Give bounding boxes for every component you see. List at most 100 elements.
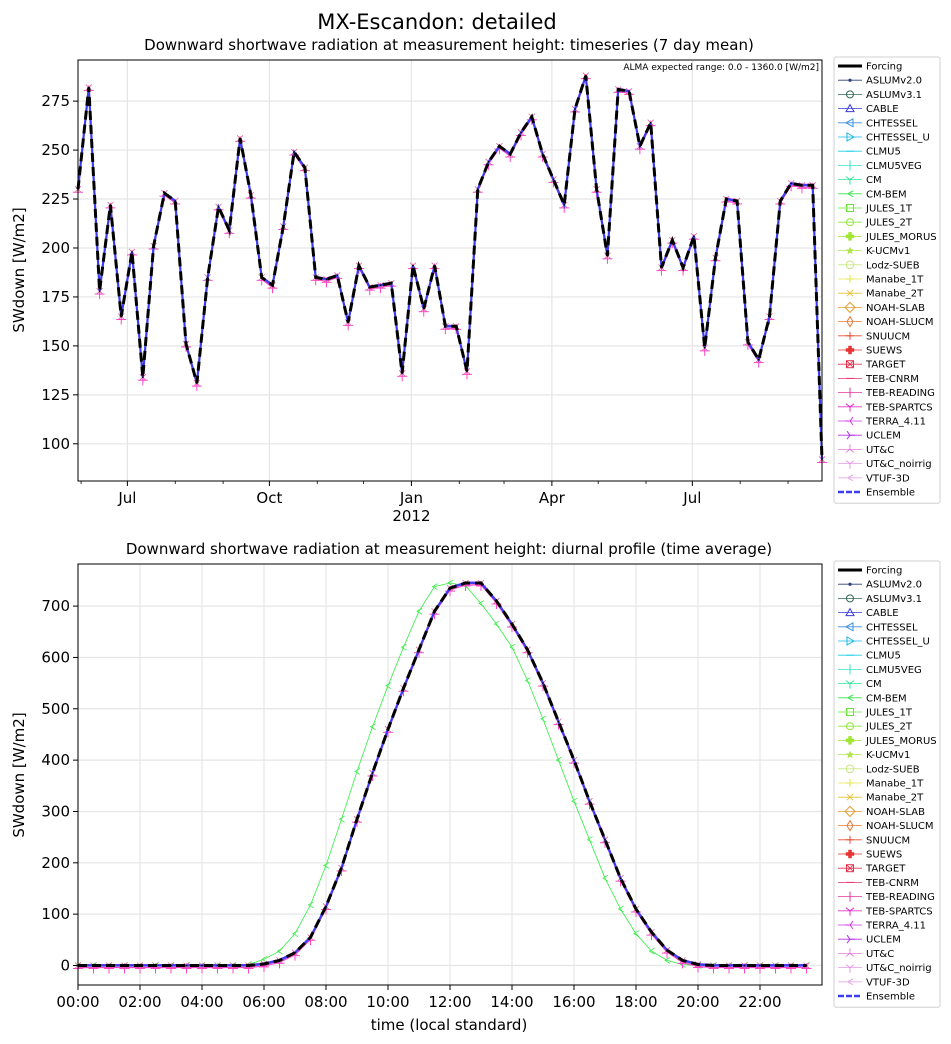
legend-entry: CM [838,175,882,186]
legend-label: CHTESSEL [866,622,918,633]
legend-entry: SNUUCM [838,835,910,846]
forcing-point [455,325,457,328]
forcing-point [228,229,231,232]
legend-marker [846,275,854,283]
forcing-point [271,284,274,286]
forcing-point [573,759,575,761]
legend-marker [846,819,854,832]
legend-marker [846,779,854,787]
y-tick-label: 175 [41,288,70,306]
legend-box [833,56,941,504]
legend-label: TERRA_4.11 [865,921,926,932]
forcing-point [109,204,112,206]
legend-marker [845,103,855,113]
y-tick-label: 200 [41,239,70,257]
x-tick-label: 06:00 [242,993,285,1011]
legend-marker [845,948,855,957]
x-tick-label: 18:00 [614,993,657,1011]
legend-marker [846,360,854,368]
legend-label: ASLUMv3.1 [866,90,922,101]
legend-label: TARGET [865,360,906,371]
diurnal-x-ticks: 00:00 02:00 04:00 06:00 08:00 10:00 12:00 14:00… [56,985,782,1011]
cm-bem-marker [369,723,376,731]
legend-entry: SUEWS [838,346,902,357]
legend-label: UT&C_noirrig [866,459,932,470]
legend-label: NOAH-SLUCM [866,317,934,328]
forcing-point [418,648,420,651]
legend-label: K-UCMv1 [866,750,910,761]
legend-entry: K-UCMv1 [838,750,910,761]
legend-marker [845,460,855,469]
legend-entry: VTUF-3D [838,473,910,484]
forcing-point [185,964,188,967]
legend-marker [845,920,854,930]
legend-label: Forcing [866,566,902,577]
legend-entry: TEB-SPARTCS [838,402,933,413]
series-line-model-cluster [78,584,807,969]
forcing-point [123,964,126,967]
forcing-point [260,276,263,279]
legend-marker [844,301,856,314]
series-line-ensemble [76,75,824,460]
legend-marker [846,594,854,603]
legend-label: CLMU5 [866,147,901,158]
legend-marker [846,430,855,440]
cm-bem-marker [540,715,547,723]
forcing-point [464,582,467,584]
legend-entry: TEB-CNRM [838,878,919,889]
legend-marker [844,621,854,632]
forcing-point [358,264,360,267]
legend-label: TEB-READING [865,892,935,903]
legend-label: CABLE [866,104,899,115]
forcing-point [131,251,133,253]
x-tick-label: 16:00 [552,993,595,1011]
legend-label: CLMU5VEG [866,665,922,676]
forcing-point [714,256,717,259]
forcing-point [98,290,101,292]
cm-bem-marker [276,947,283,955]
forcing-point [309,936,312,939]
series-line-ensemble [78,581,807,967]
forcing-point [444,325,447,328]
diurnal-y-label: SWdown [W/m2] [10,712,28,837]
legend-label: CHTESSEL_U [866,133,930,144]
timeseries-y-ticks: 100 125 150 175 200 225 250 275 [41,92,78,453]
legend-label: SNUUCM [866,331,910,342]
legend-marker [846,246,854,255]
forcing-point [368,286,371,288]
legend-entry: NOAH-SLUCM [838,315,934,328]
legend-marker [845,176,855,185]
forcing-point [185,343,187,345]
legend-entry: ASLUMv2.0 [838,76,922,87]
forcing-point [498,145,501,147]
timeseries-y-label: SWdown [W/m2] [10,207,28,332]
forcing-point [682,266,684,269]
legend-label: Lodz-SUEB [866,260,920,271]
legend-marker [847,474,854,482]
legend-label: Ensemble [866,992,915,1003]
forcing-point [574,108,576,110]
x-tick-label: 12:00 [428,993,471,1011]
forcing-point [142,376,144,379]
legend-marker [845,907,855,916]
cm-bem-marker [617,905,624,913]
timeseries-legend: Forcing ASLUMv2.0 ASLUMv3.1 CABLE CHTESSEL CH… [833,56,941,504]
legend-marker [845,736,855,745]
legend-label: TEB-SPARTCS [865,402,933,413]
legend-entry: TEB-READING [838,891,935,903]
legend-label: UT&C [866,949,894,960]
legend-entry: JULES_MORUS [838,736,937,747]
legend-marker [845,416,854,426]
legend-entry: TERRA_4.11 [838,417,926,428]
legend-label: CM [866,679,882,690]
cm-bem-marker [338,815,345,823]
cm-bem-marker [524,677,531,684]
legend-marker [846,835,854,844]
legend-marker [845,260,855,270]
series-line-model-cluster [77,77,823,462]
x-tick-sublabel: 2012 [392,507,430,525]
legend-label: Forcing [866,62,902,73]
x-tick-label: 10:00 [366,993,409,1011]
legend-marker [846,331,854,340]
